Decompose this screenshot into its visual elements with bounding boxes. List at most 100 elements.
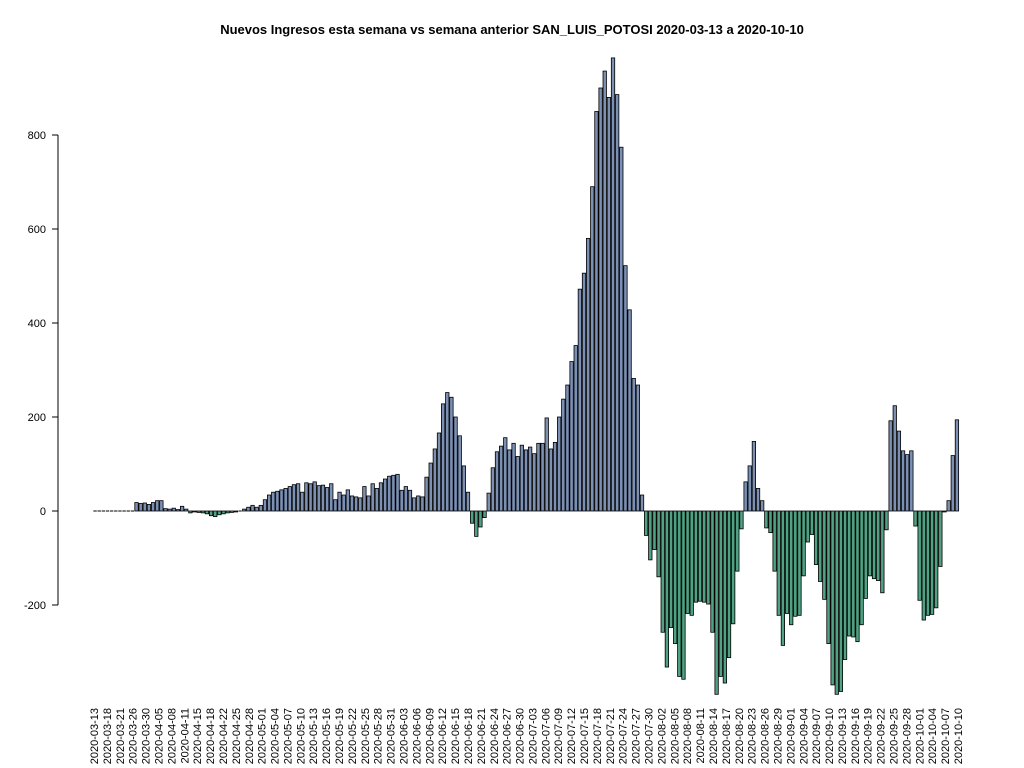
- bar: [743, 481, 748, 512]
- bar: [685, 510, 690, 614]
- bar: [809, 510, 815, 535]
- bar: [188, 510, 193, 514]
- x-tick-label: 2020-08-02: [656, 708, 668, 764]
- bar: [296, 483, 301, 512]
- bar: [598, 87, 603, 512]
- bar: [855, 510, 860, 643]
- bar: [283, 488, 288, 512]
- x-tick-label: 2020-09-19: [863, 708, 875, 764]
- bar: [424, 476, 429, 512]
- x-tick-label: 2020-03-30: [141, 708, 153, 764]
- bar: [842, 510, 848, 660]
- bar: [453, 416, 458, 512]
- bar: [702, 510, 707, 603]
- bar: [461, 465, 466, 512]
- x-tick-label: 2020-04-28: [244, 708, 256, 764]
- bar: [631, 378, 636, 512]
- bar: [362, 486, 367, 512]
- bar: [888, 420, 893, 512]
- bar: [536, 442, 541, 512]
- x-tick-label: 2020-06-18: [463, 708, 475, 764]
- bar: [266, 494, 272, 512]
- x-tick-label: 2020-07-27: [631, 708, 643, 764]
- bar: [171, 507, 176, 512]
- x-tick-label: 2020-04-08: [166, 708, 178, 764]
- bar: [710, 510, 715, 633]
- x-tick-label: 2020-03-13: [89, 708, 101, 764]
- bar: [946, 500, 951, 512]
- bar: [573, 345, 578, 512]
- bar: [577, 288, 582, 512]
- x-tick-label: 2020-06-12: [437, 708, 449, 764]
- x-tick-label: 2020-06-15: [450, 708, 462, 764]
- bar: [905, 454, 910, 512]
- bar: [246, 506, 251, 512]
- bar: [689, 510, 694, 616]
- x-tick-label: 2020-05-01: [257, 708, 269, 764]
- bar: [155, 500, 160, 512]
- y-tick-label: 200: [28, 412, 46, 424]
- bar: [871, 510, 877, 580]
- bar: [784, 510, 790, 614]
- bar: [548, 448, 553, 512]
- bar: [134, 502, 139, 512]
- bar: [333, 499, 338, 512]
- bar: [772, 510, 777, 572]
- bar: [391, 474, 396, 512]
- bar: [677, 510, 682, 677]
- bar: [304, 482, 309, 512]
- bar: [950, 455, 955, 512]
- x-tick-label: 2020-06-21: [476, 708, 488, 764]
- bar: [445, 392, 450, 512]
- bar: [706, 510, 711, 605]
- bar: [693, 510, 698, 603]
- bar: [329, 483, 334, 512]
- bar: [652, 510, 657, 550]
- bar: [474, 510, 479, 537]
- bar: [432, 448, 437, 512]
- x-tick-label: 2020-05-31: [386, 708, 398, 764]
- x-tick-label: 2020-10-04: [927, 708, 939, 764]
- bar: [403, 486, 408, 512]
- bar: [229, 510, 234, 513]
- bar: [192, 510, 197, 513]
- x-tick-label: 2020-05-25: [360, 708, 372, 764]
- bar: [668, 510, 674, 628]
- bar: [776, 510, 781, 616]
- bar: [478, 510, 483, 528]
- bar: [681, 510, 686, 680]
- bar: [929, 510, 935, 615]
- bar: [395, 473, 400, 512]
- x-tick-label: 2020-05-07: [282, 708, 294, 764]
- bar: [349, 495, 355, 512]
- x-tick-label: 2020-07-24: [618, 708, 630, 764]
- bar: [805, 510, 810, 543]
- bar: [196, 510, 201, 513]
- x-tick-label: 2020-08-26: [760, 708, 772, 764]
- bar: [586, 237, 591, 512]
- bar: [383, 478, 388, 512]
- bar: [863, 510, 868, 599]
- bar: [561, 398, 566, 512]
- x-tick-label: 2020-07-30: [644, 708, 656, 764]
- bar: [569, 361, 574, 512]
- bar: [250, 504, 255, 512]
- bar: [602, 70, 607, 512]
- bar: [150, 502, 156, 512]
- bar: [867, 510, 873, 577]
- bar: [494, 451, 500, 512]
- bar: [242, 508, 247, 512]
- bar: [528, 446, 533, 512]
- bar: [830, 510, 835, 686]
- x-tick-label: 2020-09-25: [889, 708, 901, 764]
- bar: [590, 186, 595, 512]
- bar: [428, 462, 433, 512]
- x-tick-label: 2020-05-16: [321, 708, 333, 764]
- bar: [470, 510, 475, 524]
- bar: [627, 309, 632, 512]
- x-tick-label: 2020-06-06: [411, 708, 423, 764]
- x-tick-label: 2020-07-03: [527, 708, 539, 764]
- x-tick-label: 2020-05-22: [347, 708, 359, 764]
- y-tick-label: 400: [28, 318, 46, 330]
- y-tick-label: -200: [24, 600, 46, 612]
